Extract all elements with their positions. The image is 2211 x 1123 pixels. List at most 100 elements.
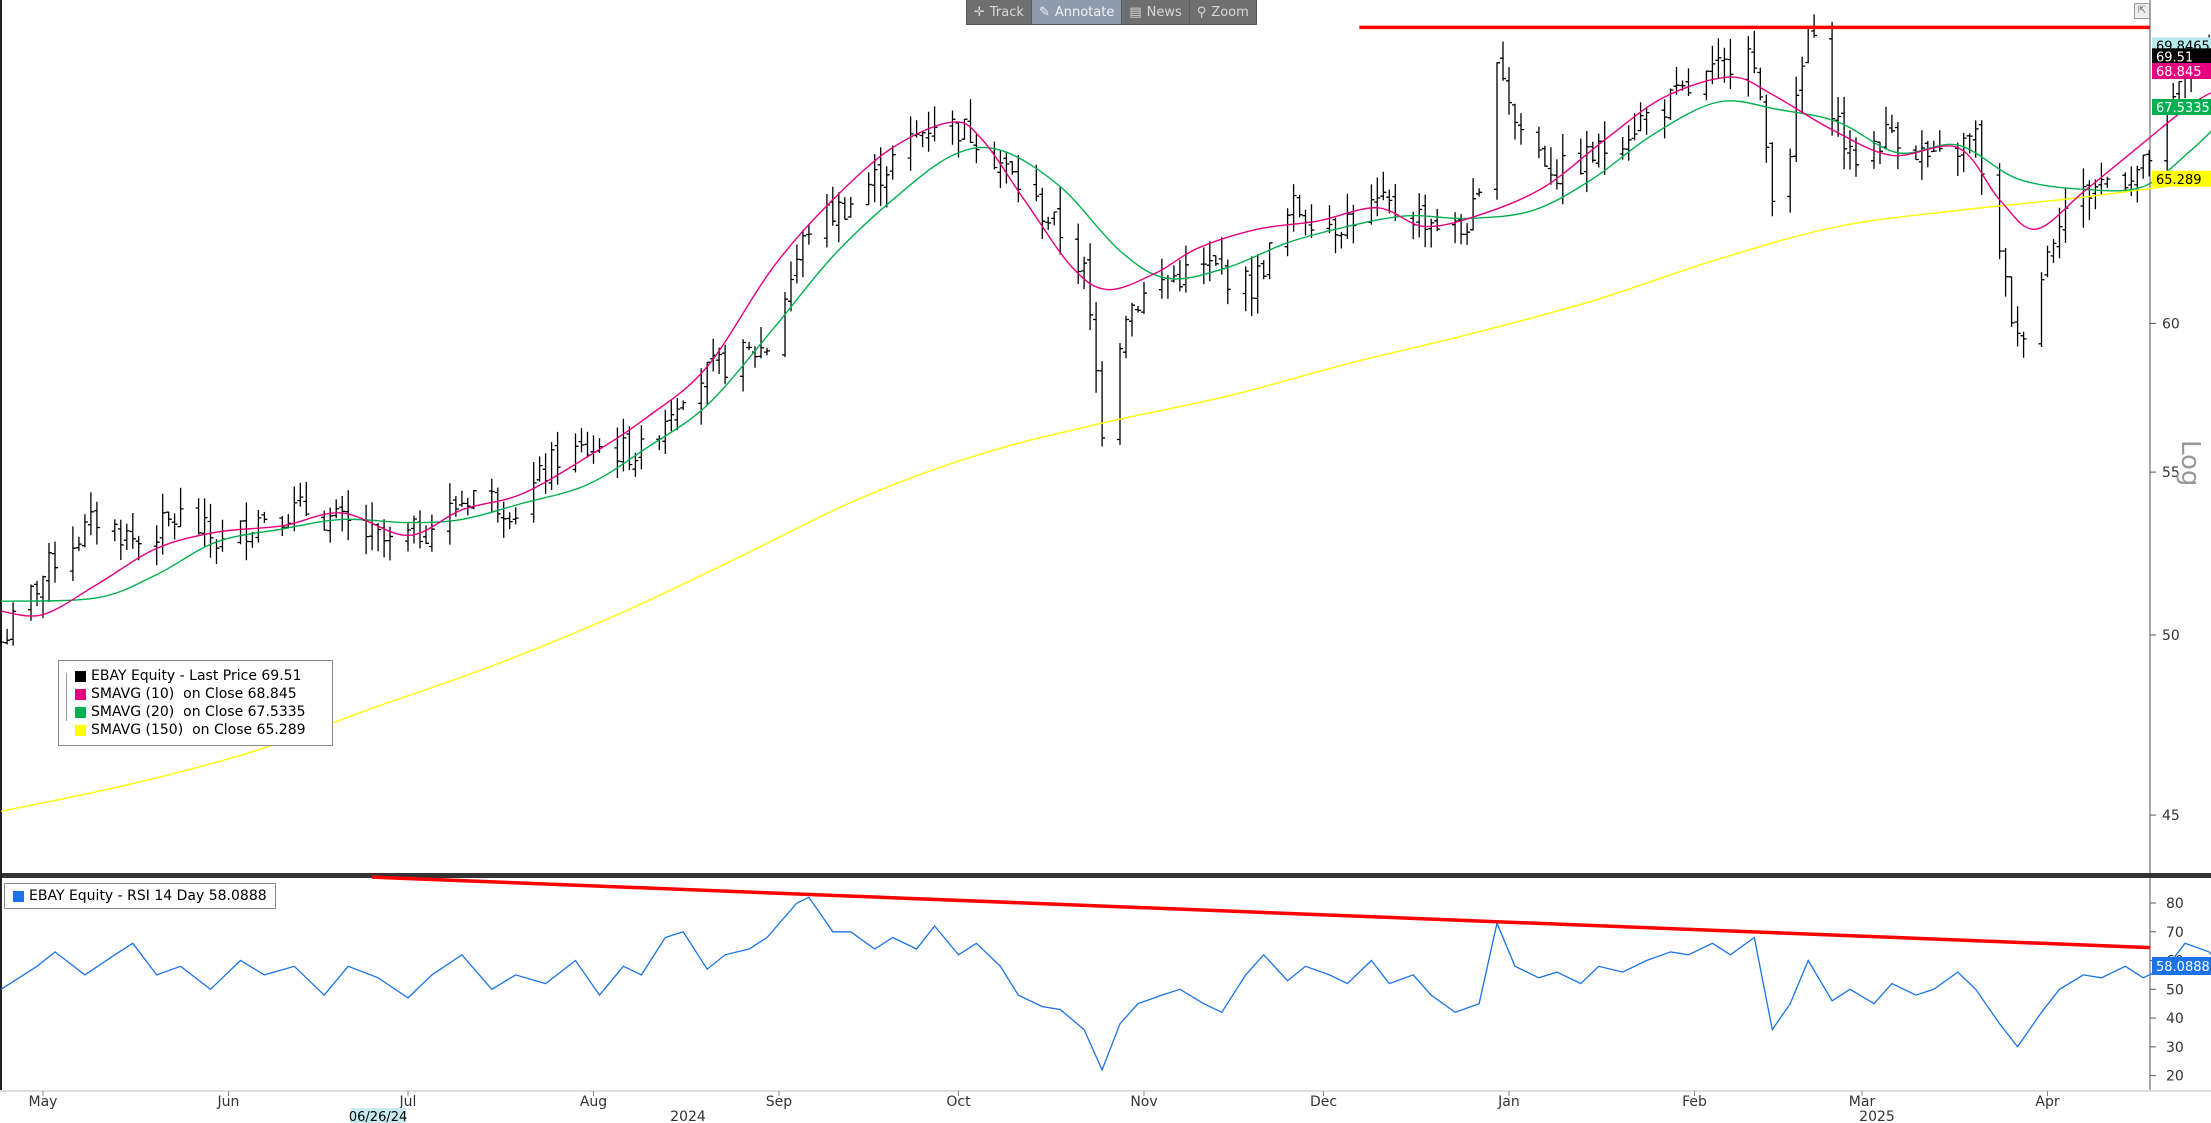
ohlc-bar [1170, 265, 1177, 283]
ohlc-bar [1452, 212, 1459, 244]
legend-row: EBAY Equity - Last Price 69.51 [75, 667, 324, 685]
ohlc-bar [2140, 154, 2147, 179]
toolbar-track-button[interactable]: ✛ Track [967, 0, 1032, 24]
ohlc-bar [638, 425, 645, 470]
date-marker-label: 06/26/24 [349, 1110, 407, 1123]
ohlc-bar [1087, 243, 1094, 331]
ohlc-bar [1793, 76, 1800, 162]
x-tick-label: Apr [2035, 1094, 2059, 1110]
toolbar-annotate-button[interactable]: ✎ Annotate [1031, 0, 1123, 24]
ohlc-bar [1158, 258, 1165, 299]
x-tick-label: May [29, 1094, 58, 1110]
legend-swatch [75, 724, 86, 736]
ohlc-bar [1051, 211, 1058, 226]
ohlc-bar [620, 418, 627, 472]
ohlc-bar [674, 398, 681, 431]
legend-label: SMAVG (20) on Close [91, 704, 248, 720]
ohlc-bar [829, 186, 836, 226]
legend-collapse-icon[interactable] [66, 673, 72, 721]
ohlc-bar [1039, 187, 1046, 239]
ohlc-bar [542, 453, 549, 494]
ohlc-bar [171, 513, 178, 540]
rsi-line [0, 896, 2211, 1072]
ohlc-bar [1176, 260, 1183, 292]
ohlc-bar [1464, 223, 1471, 245]
price-legend: EBAY Equity - Last Price 69.51 SMAVG (10)… [58, 660, 333, 746]
ohlc-bar [2002, 248, 2009, 297]
ohlc-bar [1745, 36, 1752, 97]
ohlc-bar [1033, 164, 1040, 202]
rsi-tick-label: 40 [2166, 1011, 2184, 1027]
sma10-line [1, 76, 2211, 617]
rsi-tick-label: 80 [2166, 896, 2184, 912]
rsi-value-tag-text: 58.0888 [2156, 960, 2210, 975]
ohlc-bar [1541, 145, 1548, 167]
magnifier-icon: ⚲ [1196, 4, 1207, 20]
ohlc-bar [87, 492, 94, 536]
ohlc-bar [1506, 67, 1512, 115]
legend-label: SMAVG (150) on Close [91, 722, 257, 738]
log-scale-label: Log [2175, 440, 2205, 486]
toolbar-zoom-button[interactable]: ⚲ Zoom [1190, 0, 1256, 24]
ohlc-bar [201, 498, 208, 547]
ohlc-bar [919, 130, 926, 148]
x-tick-label: Mar [1849, 1094, 1876, 1110]
expand-icon[interactable]: ⇱ [2134, 3, 2150, 19]
toolbar-news-button[interactable]: ▤ News [1122, 0, 1190, 24]
ohlc-bar [1248, 256, 1255, 317]
ohlc-bar [1266, 242, 1273, 280]
ohlc-bar [207, 503, 214, 558]
ohlc-bar [1296, 194, 1303, 218]
ohlc-bar [1428, 218, 1435, 248]
ohlc-bar [805, 224, 812, 245]
ohlc-bar [955, 122, 962, 158]
x-tick-label: Aug [580, 1094, 607, 1110]
ohlc-bar [949, 110, 956, 145]
ohlc-bar [1894, 122, 1901, 169]
ohlc-bar [1374, 177, 1381, 217]
ohlc-bar [662, 409, 669, 454]
ohlc-bar [291, 486, 298, 532]
ohlc-bar [1661, 99, 1668, 139]
ohlc-bar [339, 496, 346, 532]
ohlc-bar [764, 347, 770, 356]
ohlc-bar [536, 456, 543, 482]
ohlc-bar [1057, 186, 1064, 255]
ohlc-bar [961, 118, 968, 140]
ohlc-bar [129, 513, 136, 549]
ohlc-bar [1500, 41, 1506, 81]
ohlc-bar [1757, 67, 1764, 101]
ohlc-bar [411, 515, 417, 544]
ohlc-bar [656, 435, 663, 451]
ohlc-bar [1625, 125, 1632, 161]
ohlc-bar [195, 498, 202, 535]
ohlc-bar [1422, 194, 1429, 248]
ohlc-bar [1805, 27, 1812, 64]
rsi-trend-line [372, 875, 2151, 950]
ohlc-bar [1787, 148, 1794, 213]
price-value-tag-text: 68.845 [2156, 65, 2202, 80]
legend-value: 65.289 [256, 722, 306, 738]
price-tick-label: 45 [2162, 808, 2180, 824]
ohlc-bar [237, 520, 244, 545]
sma150-line [0, 179, 2211, 812]
ohlc-bar [1380, 171, 1387, 201]
ohlc-bar [2050, 239, 2057, 263]
rsi-legend: EBAY Equity - RSI 14 Day 58.0888 [4, 883, 276, 909]
ohlc-bar [967, 99, 974, 144]
ohlc-bar [548, 442, 555, 490]
ohlc-bar [381, 519, 388, 558]
ohlc-bar [1685, 68, 1692, 96]
legend-swatch [75, 688, 86, 700]
ohlc-bar [1386, 189, 1393, 214]
ohlc-bar [871, 154, 878, 203]
ohlc-bar [2056, 207, 2063, 259]
ohlc-bar [793, 244, 800, 284]
ohlc-bar [584, 431, 591, 458]
ohlc-bar [1009, 161, 1016, 175]
ohlc-bar [1841, 96, 1848, 170]
ohlc-bar [847, 196, 854, 218]
rsi-legend-value: 58.0888 [208, 888, 267, 904]
ohlc-bar [1769, 142, 1776, 217]
